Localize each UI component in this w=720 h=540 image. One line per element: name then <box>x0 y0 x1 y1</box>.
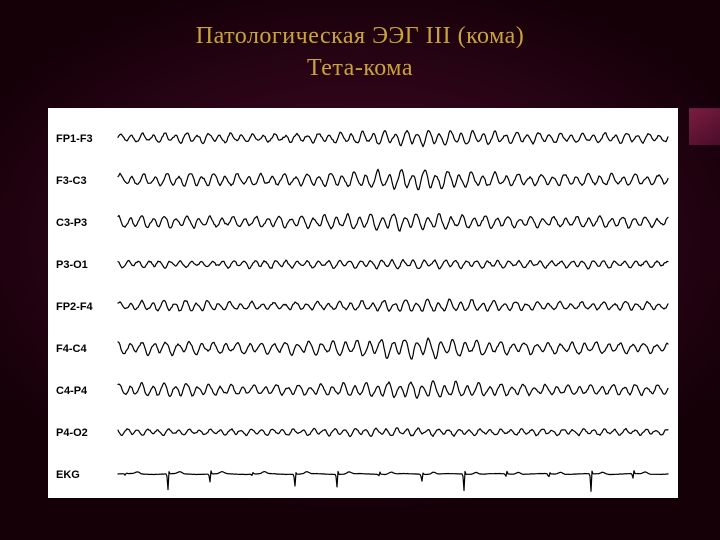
eeg-trace <box>118 260 668 270</box>
eeg-panel: FP1-F3 F3-C3 C3-P3 P3-O1 FP2-F4 F4-C4 C4-P4 P4-… <box>48 108 678 498</box>
eeg-trace <box>118 131 668 147</box>
channel-label: F4-C4 <box>56 343 87 355</box>
eeg-trace <box>118 381 668 399</box>
channel-label: C3-P3 <box>56 217 87 229</box>
ekg-trace <box>118 471 668 492</box>
title-line-2: Тета-кома <box>0 52 720 84</box>
channel-label: F3-C3 <box>56 175 87 187</box>
accent-decoration <box>689 108 720 145</box>
title-line-1: Патологическая ЭЭГ III (кома) <box>0 20 720 52</box>
eeg-trace <box>118 169 668 189</box>
eeg-trace <box>118 428 668 437</box>
eeg-trace <box>118 214 668 232</box>
slide: Патологическая ЭЭГ III (кома) Тета-кома … <box>0 0 720 540</box>
channel-label: P4-O2 <box>56 427 88 439</box>
channel-label: FP1-F3 <box>56 133 93 145</box>
channel-label: EKG <box>56 469 80 481</box>
title-block: Патологическая ЭЭГ III (кома) Тета-кома <box>0 20 720 85</box>
eeg-trace <box>118 338 668 359</box>
eeg-chart: FP1-F3 F3-C3 C3-P3 P3-O1 FP2-F4 F4-C4 C4-P4 P4-… <box>48 108 678 498</box>
channel-label: P3-O1 <box>56 259 88 271</box>
channel-label: C4-P4 <box>56 385 88 397</box>
channel-label: FP2-F4 <box>56 301 94 313</box>
eeg-trace <box>118 299 668 311</box>
